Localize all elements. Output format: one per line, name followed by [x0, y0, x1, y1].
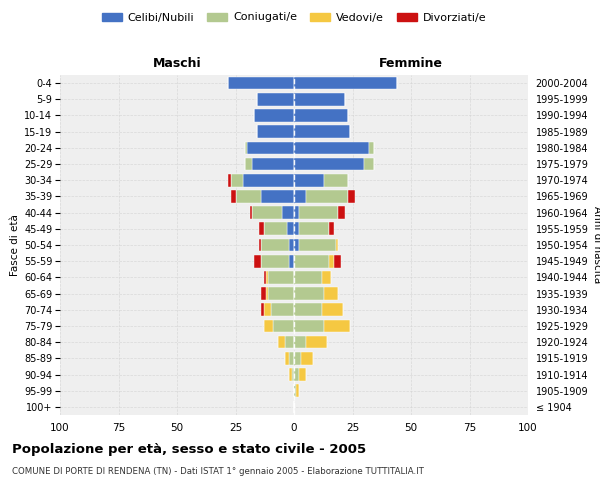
- Bar: [268, 288, 294, 300]
- Bar: [259, 238, 261, 252]
- Bar: [289, 238, 294, 252]
- Bar: [294, 238, 299, 252]
- Bar: [369, 142, 374, 154]
- Bar: [325, 174, 348, 186]
- Bar: [301, 352, 313, 364]
- Bar: [334, 255, 341, 268]
- Bar: [254, 109, 294, 122]
- Bar: [261, 255, 289, 268]
- Bar: [235, 190, 261, 202]
- Bar: [289, 255, 294, 268]
- Bar: [245, 142, 247, 154]
- Bar: [231, 190, 235, 202]
- Bar: [261, 190, 294, 202]
- Bar: [289, 368, 292, 381]
- Bar: [257, 126, 294, 138]
- Bar: [329, 222, 334, 235]
- Bar: [294, 384, 296, 397]
- Bar: [229, 77, 294, 90]
- Bar: [266, 271, 268, 283]
- Bar: [294, 93, 346, 106]
- Bar: [338, 206, 346, 219]
- Bar: [336, 238, 338, 252]
- Bar: [299, 206, 338, 219]
- Bar: [257, 93, 294, 106]
- Bar: [306, 190, 348, 202]
- Bar: [294, 336, 306, 348]
- Bar: [263, 222, 287, 235]
- Bar: [261, 238, 289, 252]
- Bar: [294, 352, 301, 364]
- Bar: [299, 238, 336, 252]
- Bar: [259, 222, 263, 235]
- Bar: [294, 142, 369, 154]
- Bar: [294, 271, 322, 283]
- Bar: [284, 336, 294, 348]
- Bar: [322, 271, 331, 283]
- Bar: [250, 206, 252, 219]
- Bar: [263, 320, 273, 332]
- Text: Popolazione per età, sesso e stato civile - 2005: Popolazione per età, sesso e stato civil…: [12, 442, 366, 456]
- Bar: [247, 142, 294, 154]
- Bar: [294, 77, 397, 90]
- Bar: [266, 288, 268, 300]
- Bar: [294, 206, 299, 219]
- Bar: [254, 255, 261, 268]
- Bar: [271, 304, 294, 316]
- Bar: [229, 174, 231, 186]
- Bar: [294, 320, 325, 332]
- Bar: [294, 126, 350, 138]
- Legend: Celibi/Nubili, Coniugati/e, Vedovi/e, Divorziati/e: Celibi/Nubili, Coniugati/e, Vedovi/e, Di…: [97, 8, 491, 27]
- Bar: [294, 174, 325, 186]
- Bar: [245, 158, 252, 170]
- Bar: [252, 206, 283, 219]
- Bar: [263, 271, 266, 283]
- Bar: [252, 158, 294, 170]
- Bar: [364, 158, 374, 170]
- Bar: [299, 222, 329, 235]
- Y-axis label: Anni di nascita: Anni di nascita: [592, 206, 600, 284]
- Bar: [261, 304, 263, 316]
- Bar: [283, 206, 294, 219]
- Bar: [263, 304, 271, 316]
- Bar: [284, 352, 289, 364]
- Bar: [231, 174, 242, 186]
- Bar: [329, 255, 334, 268]
- Bar: [294, 255, 329, 268]
- Bar: [294, 304, 322, 316]
- Bar: [306, 336, 327, 348]
- Bar: [322, 304, 343, 316]
- Bar: [294, 158, 364, 170]
- Bar: [294, 190, 306, 202]
- Bar: [287, 222, 294, 235]
- Bar: [294, 368, 299, 381]
- Bar: [292, 368, 294, 381]
- Bar: [278, 336, 284, 348]
- Bar: [296, 384, 299, 397]
- Bar: [294, 109, 348, 122]
- Bar: [273, 320, 294, 332]
- Y-axis label: Fasce di età: Fasce di età: [10, 214, 20, 276]
- Bar: [261, 288, 266, 300]
- Bar: [325, 288, 338, 300]
- Bar: [268, 271, 294, 283]
- Bar: [242, 174, 294, 186]
- Bar: [299, 368, 306, 381]
- Bar: [294, 288, 325, 300]
- Bar: [325, 320, 350, 332]
- Bar: [348, 190, 355, 202]
- Bar: [289, 352, 294, 364]
- Text: Maschi: Maschi: [152, 57, 202, 70]
- Bar: [294, 222, 299, 235]
- Text: COMUNE DI PORTE DI RENDENA (TN) - Dati ISTAT 1° gennaio 2005 - Elaborazione TUTT: COMUNE DI PORTE DI RENDENA (TN) - Dati I…: [12, 468, 424, 476]
- Text: Femmine: Femmine: [379, 57, 443, 70]
